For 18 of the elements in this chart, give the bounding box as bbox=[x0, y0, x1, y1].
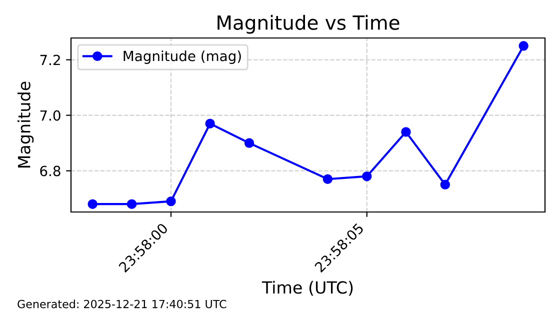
y-tick-label: 6.8 bbox=[40, 166, 60, 176]
legend-label: Magnitude (mag) bbox=[124, 50, 241, 64]
point bbox=[322, 174, 333, 184]
point bbox=[205, 118, 215, 128]
point bbox=[401, 127, 411, 137]
y-tick-label: 7.2 bbox=[40, 54, 60, 66]
x-axis-title: Time (UTC) bbox=[262, 280, 353, 296]
point bbox=[126, 199, 137, 209]
point bbox=[244, 138, 254, 148]
y-axis-title: Magnitude bbox=[18, 82, 34, 168]
text: Generated: 2025-12-21 17:40:51 UTC bbox=[18, 300, 226, 308]
point bbox=[440, 180, 450, 190]
point bbox=[362, 171, 372, 182]
y-tick-label: 7.0 bbox=[40, 110, 60, 121]
point bbox=[518, 41, 528, 51]
point bbox=[166, 196, 176, 206]
point bbox=[88, 199, 98, 209]
chart-title: Magnitude vs Time bbox=[218, 14, 400, 34]
